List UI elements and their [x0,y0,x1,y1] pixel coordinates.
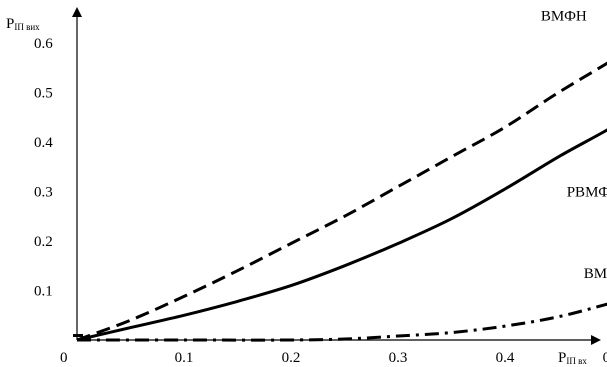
series-line-1 [76,61,607,342]
series-label-1: ВМФН [541,9,587,25]
series-label-3: ВМФ [584,266,607,282]
y-tick-label: 0.4 [34,135,53,151]
origin-label: 0 [60,350,68,366]
y-tick-label: 0.2 [34,234,53,250]
x-tick-label: 0.1 [175,350,194,366]
ticks-layer: 0.1 0.2 0.3 0.4 0.5 0.1 0.2 0.3 0.4 0.5 0.6 [34,36,607,366]
x-tick-label: 0.2 [282,350,301,366]
y-tick-label: 0.5 [34,86,53,102]
x-axis-title: PІП вх [558,350,587,366]
x-axis-title-main: P [558,350,566,366]
x-axis-title-sub: ІП вх [566,356,587,366]
y-tick-label: 0.6 [34,36,53,52]
series-layer [73,61,607,342]
series-label-2: РВМФН [567,184,607,200]
y-tick-label: 0.3 [34,185,53,201]
x-tick-label: 0.4 [496,350,515,366]
x-tick-label: 0.3 [389,350,408,366]
series-line-2 [76,128,607,342]
y-axis-title-main: P [6,16,14,32]
x-tick-label: 0.5 [603,350,607,366]
origin-marker [73,334,83,337]
y-tick-label: 0.1 [34,284,53,300]
series-line-3 [77,302,607,342]
y-axis-title: PІП вих [6,16,40,32]
curve-labels-layer: ВМФН РВМФН ВМФ [541,9,607,282]
y-axis-title-sub: ІП вих [14,22,40,32]
